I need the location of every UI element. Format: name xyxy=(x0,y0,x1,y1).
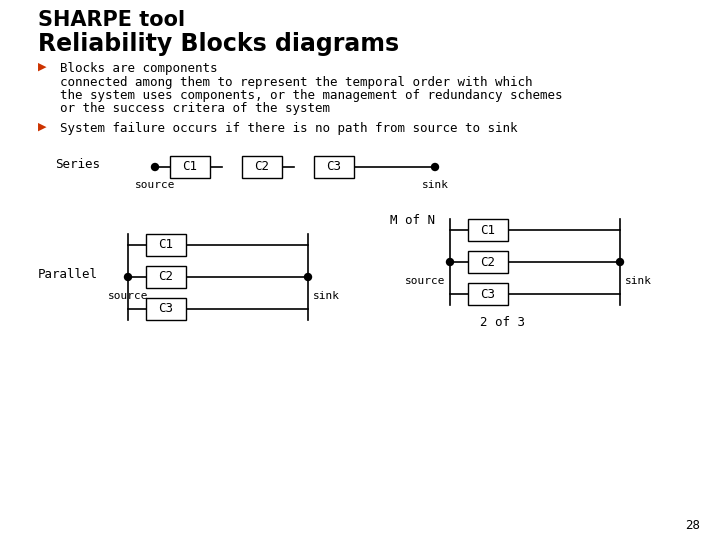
Text: M of N: M of N xyxy=(390,213,435,226)
Text: source: source xyxy=(108,291,148,301)
Text: C1: C1 xyxy=(158,239,174,252)
Text: Series: Series xyxy=(55,159,100,172)
Text: or the success critera of the system: or the success critera of the system xyxy=(60,102,330,115)
Text: C2: C2 xyxy=(254,160,269,173)
Text: System failure occurs if there is no path from source to sink: System failure occurs if there is no pat… xyxy=(60,122,518,135)
Text: 28: 28 xyxy=(685,519,700,532)
Text: C2: C2 xyxy=(480,255,495,268)
Text: C3: C3 xyxy=(326,160,341,173)
Text: Reliability Blocks diagrams: Reliability Blocks diagrams xyxy=(38,32,399,56)
Text: C3: C3 xyxy=(158,302,174,315)
FancyBboxPatch shape xyxy=(468,251,508,273)
Circle shape xyxy=(151,164,158,171)
FancyBboxPatch shape xyxy=(146,234,186,256)
Text: sink: sink xyxy=(625,276,652,286)
Circle shape xyxy=(125,273,132,280)
FancyBboxPatch shape xyxy=(146,266,186,288)
Text: C2: C2 xyxy=(158,271,174,284)
Text: sink: sink xyxy=(421,180,449,190)
Circle shape xyxy=(446,259,454,266)
Text: ▶: ▶ xyxy=(38,62,47,72)
Text: the system uses components, or the management of redundancy schemes: the system uses components, or the manag… xyxy=(60,89,562,102)
Text: ▶: ▶ xyxy=(38,122,47,132)
Circle shape xyxy=(616,259,624,266)
Circle shape xyxy=(305,273,312,280)
Text: C1: C1 xyxy=(182,160,197,173)
FancyBboxPatch shape xyxy=(242,156,282,178)
Text: C1: C1 xyxy=(480,224,495,237)
Text: Blocks are components: Blocks are components xyxy=(60,62,217,75)
Text: connected among them to represent the temporal order with which: connected among them to represent the te… xyxy=(60,76,533,89)
FancyBboxPatch shape xyxy=(468,283,508,305)
Circle shape xyxy=(431,164,438,171)
Text: Parallel: Parallel xyxy=(38,268,98,281)
Text: SHARPE tool: SHARPE tool xyxy=(38,10,185,30)
FancyBboxPatch shape xyxy=(170,156,210,178)
FancyBboxPatch shape xyxy=(468,219,508,241)
Text: 2 of 3: 2 of 3 xyxy=(480,316,525,329)
Text: sink: sink xyxy=(313,291,340,301)
Text: source: source xyxy=(135,180,175,190)
FancyBboxPatch shape xyxy=(146,298,186,320)
FancyBboxPatch shape xyxy=(314,156,354,178)
Text: source: source xyxy=(405,276,445,286)
Text: C3: C3 xyxy=(480,287,495,300)
